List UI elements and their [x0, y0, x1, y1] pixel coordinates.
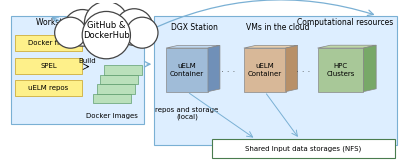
- Text: Docker Images: Docker Images: [86, 113, 138, 119]
- FancyBboxPatch shape: [154, 16, 397, 145]
- Polygon shape: [244, 48, 286, 92]
- Polygon shape: [318, 45, 376, 48]
- Text: uELM
Container: uELM Container: [170, 63, 204, 77]
- Polygon shape: [208, 45, 220, 92]
- Text: HPC
Clusters: HPC Clusters: [326, 63, 355, 77]
- FancyBboxPatch shape: [15, 58, 82, 74]
- FancyBboxPatch shape: [15, 35, 82, 51]
- Ellipse shape: [116, 9, 153, 45]
- Ellipse shape: [84, 1, 128, 45]
- FancyBboxPatch shape: [15, 80, 82, 97]
- FancyBboxPatch shape: [11, 16, 144, 124]
- FancyBboxPatch shape: [100, 75, 138, 84]
- Polygon shape: [166, 45, 220, 48]
- Text: Docker files: Docker files: [28, 40, 69, 46]
- Polygon shape: [244, 45, 298, 48]
- Text: . . .: . . .: [221, 65, 235, 74]
- Polygon shape: [286, 45, 298, 92]
- Text: Workstation (Mac/PC): Workstation (Mac/PC): [36, 18, 119, 27]
- Ellipse shape: [64, 10, 101, 46]
- Ellipse shape: [55, 17, 86, 48]
- Polygon shape: [318, 48, 364, 92]
- Text: Computational resources: Computational resources: [297, 18, 393, 27]
- Text: Shared Input data storages (NFS): Shared Input data storages (NFS): [245, 145, 361, 152]
- Text: repos and storage
(local): repos and storage (local): [155, 107, 218, 120]
- Text: uELM
Container: uELM Container: [248, 63, 282, 77]
- FancyBboxPatch shape: [93, 94, 131, 103]
- Text: . . .: . . .: [296, 65, 310, 74]
- Text: SPEL: SPEL: [40, 63, 57, 69]
- Text: uELM repos: uELM repos: [28, 85, 69, 91]
- Text: VMs in the cloud: VMs in the cloud: [246, 23, 310, 32]
- FancyBboxPatch shape: [104, 66, 142, 75]
- Text: DGX Station: DGX Station: [170, 23, 218, 32]
- Polygon shape: [166, 48, 208, 92]
- Ellipse shape: [126, 17, 158, 48]
- FancyBboxPatch shape: [97, 84, 135, 94]
- Text: GitHub &
DockerHub: GitHub & DockerHub: [83, 21, 130, 40]
- Ellipse shape: [82, 11, 130, 59]
- FancyBboxPatch shape: [212, 139, 394, 158]
- Text: Build: Build: [79, 58, 96, 64]
- Polygon shape: [364, 45, 376, 92]
